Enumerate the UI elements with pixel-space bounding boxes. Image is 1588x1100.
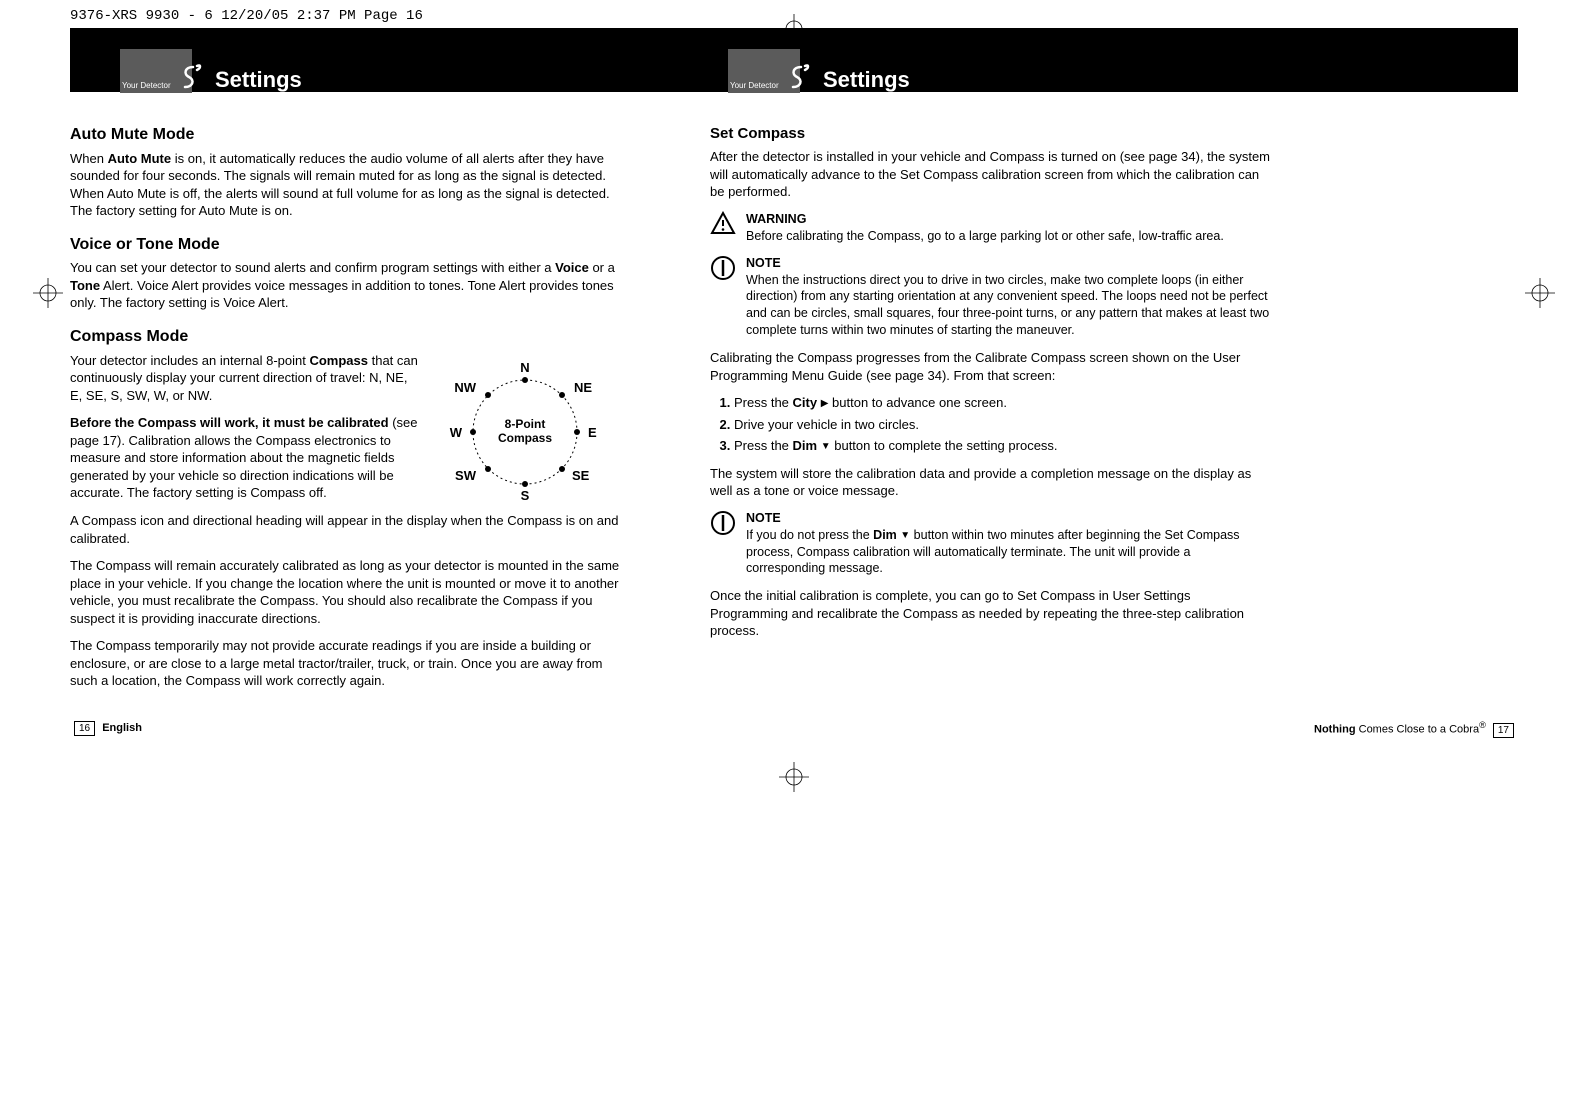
bold-text: Voice (555, 260, 589, 275)
bold-text: City (793, 395, 818, 410)
note-icon (710, 510, 736, 536)
heading-compass-mode: Compass Mode (70, 326, 630, 348)
warning-icon (710, 211, 736, 237)
para-store-calibration: The system will store the calibration da… (710, 465, 1270, 500)
compass-center-1: 8-Point (505, 417, 546, 431)
tab-label-left: Your Detector (122, 81, 171, 90)
compass-e: E (588, 425, 597, 440)
registered-icon: ® (1479, 720, 1486, 730)
bold-text: Tone (70, 278, 100, 293)
footer: 16 English Nothing Comes Close to a Cobr… (0, 700, 1588, 758)
section-title-left: Settings (215, 67, 302, 93)
registration-cross-left (33, 278, 63, 308)
bold-text: Dim (873, 528, 897, 542)
para-recalibrate: Once the initial calibration is complete… (710, 587, 1270, 640)
text: button to advance one screen. (828, 395, 1007, 410)
note2-body: NOTE If you do not press the Dim ▼ butto… (746, 510, 1270, 578)
para-auto-mute: When Auto Mute is on, it automatically r… (70, 150, 630, 220)
footer-right: Nothing Comes Close to a Cobra® 17 (1314, 720, 1518, 738)
compass-sw: SW (455, 468, 477, 483)
para-compass-icon: A Compass icon and directional heading w… (70, 512, 630, 547)
bold-text: Before the Compass will work, it must be… (70, 415, 389, 430)
section-title-right: Settings (823, 67, 910, 93)
heading-auto-mute: Auto Mute Mode (70, 124, 630, 146)
down-triangle-icon: ▼ (821, 441, 831, 452)
left-column: Auto Mute Mode When Auto Mute is on, it … (70, 110, 630, 700)
note-callout-2: NOTE If you do not press the Dim ▼ butto… (710, 510, 1270, 578)
warning-text: Before calibrating the Compass, go to a … (746, 229, 1224, 243)
para-compass-mounted: The Compass will remain accurately calib… (70, 557, 630, 627)
registration-cross-bottom (779, 762, 809, 792)
note-callout-1: NOTE When the instructions direct you to… (710, 255, 1270, 339)
compass-n: N (520, 360, 529, 375)
heading-set-compass: Set Compass (710, 124, 1270, 144)
compass-se: SE (572, 468, 590, 483)
header-bar: Your Detector Settings Your Detector Set… (70, 28, 1518, 92)
content-area: Auto Mute Mode When Auto Mute is on, it … (0, 92, 1588, 700)
page-number-right: 17 (1493, 723, 1514, 738)
bold-text: Compass (309, 353, 368, 368)
compass-s: S (521, 488, 530, 503)
warning-body: WARNING Before calibrating the Compass, … (746, 211, 1270, 245)
para-compass-interference: The Compass temporarily may not provide … (70, 637, 630, 690)
text: Alert. Voice Alert provides voice messag… (70, 278, 614, 311)
tab-label-right: Your Detector (730, 81, 779, 90)
text: Press the (734, 438, 793, 453)
para-compass-intro: Your detector includes an internal 8-poi… (70, 352, 420, 405)
footer-left: 16 English (70, 721, 142, 736)
warning-callout: WARNING Before calibrating the Compass, … (710, 211, 1270, 245)
cobra-logo-icon (783, 62, 813, 92)
bold-text: Auto Mute (108, 151, 172, 166)
text: If you do not press the (746, 528, 873, 542)
bold-text: Dim (793, 438, 818, 453)
text: button to complete the setting process. (831, 438, 1058, 453)
compass-ne: NE (574, 380, 592, 395)
note-title: NOTE (746, 256, 781, 270)
down-triangle-icon: ▼ (900, 530, 910, 541)
calibration-steps: Press the City ▶ button to advance one s… (734, 394, 1270, 455)
note-icon (710, 255, 736, 281)
para-set-compass: After the detector is installed in your … (710, 148, 1270, 201)
footer-bold: Nothing (1314, 724, 1356, 736)
cobra-logo-icon (175, 62, 205, 92)
heading-voice-tone: Voice or Tone Mode (70, 234, 630, 256)
compass-diagram: N NE E SE S SW W NW 8-Point Compass (440, 352, 610, 512)
compass-nw: NW (454, 380, 476, 395)
footer-english: English (102, 722, 142, 734)
registration-cross-right (1525, 278, 1555, 308)
text: You can set your detector to sound alert… (70, 260, 555, 275)
text: or a (589, 260, 615, 275)
text: Your detector includes an internal 8-poi… (70, 353, 309, 368)
compass-w: W (450, 425, 463, 440)
text: Press the (734, 395, 793, 410)
page-number-left: 16 (74, 721, 95, 736)
para-voice-tone: You can set your detector to sound alert… (70, 259, 630, 312)
compass-section: Your detector includes an internal 8-poi… (70, 352, 630, 502)
note1-body: NOTE When the instructions direct you to… (746, 255, 1270, 339)
para-compass-calibrate: Before the Compass will work, it must be… (70, 414, 420, 502)
para-calibrate-intro: Calibrating the Compass progresses from … (710, 349, 1270, 384)
right-column: Set Compass After the detector is instal… (710, 110, 1270, 700)
step-3: Press the Dim ▼ button to complete the s… (734, 437, 1270, 455)
compass-center-2: Compass (498, 431, 552, 445)
step-2: Drive your vehicle in two circles. (734, 416, 1270, 434)
note-text: When the instructions direct you to driv… (746, 273, 1269, 338)
note-title: NOTE (746, 511, 781, 525)
text: When (70, 151, 108, 166)
warning-title: WARNING (746, 212, 806, 226)
step-1: Press the City ▶ button to advance one s… (734, 394, 1270, 412)
footer-text: Comes Close to a Cobra (1356, 724, 1480, 736)
